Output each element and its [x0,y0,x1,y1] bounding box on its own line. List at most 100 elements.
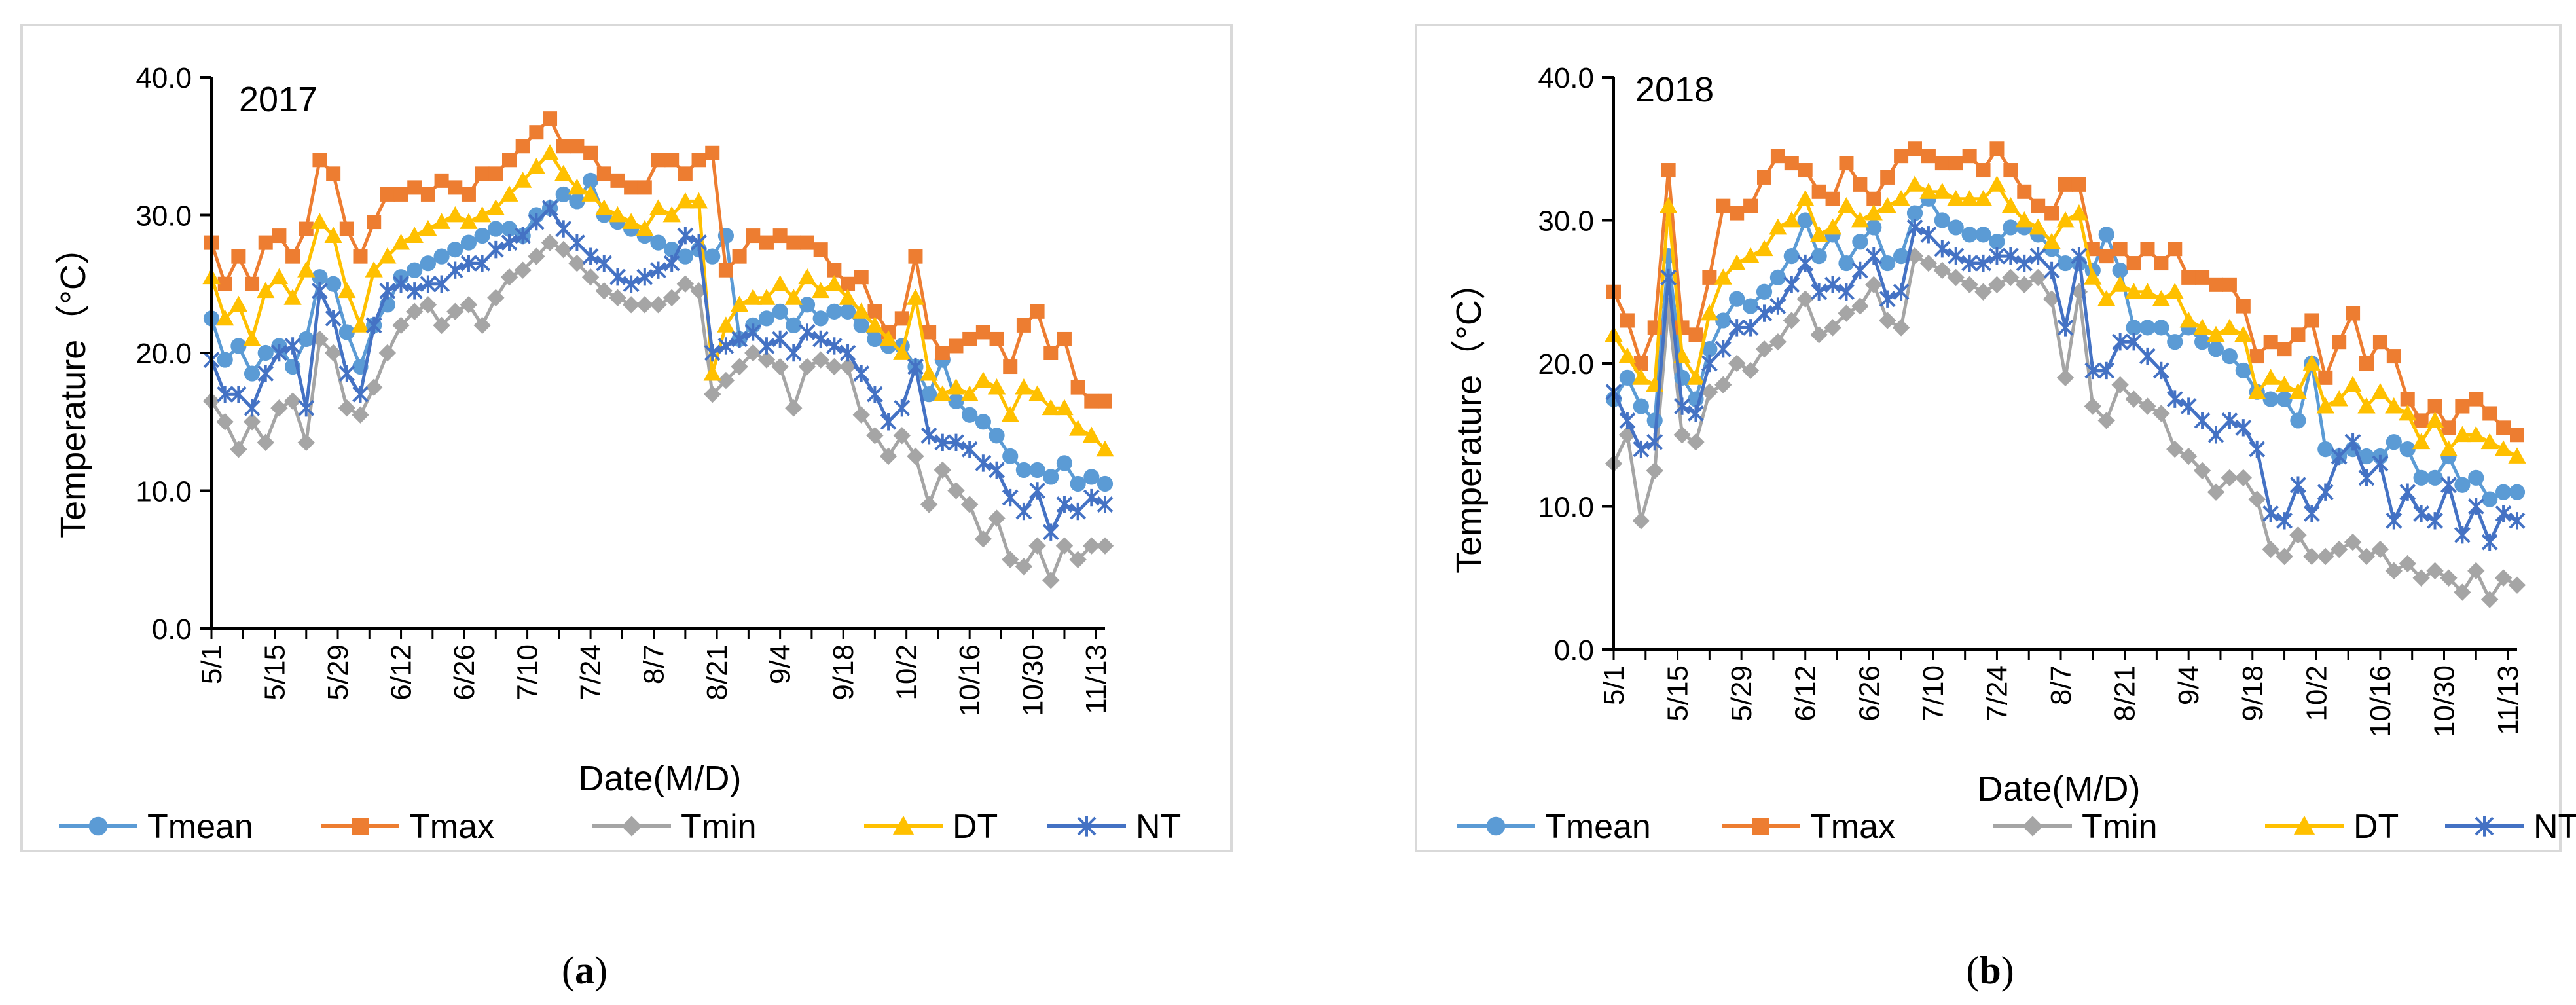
x-tick-label: 5/29 [1726,665,1758,722]
tmean-point [1619,369,1636,386]
nt-point [2372,454,2389,473]
tmax-point [461,187,476,202]
tmin-point [433,316,450,335]
dt-point [2439,440,2458,457]
nt-point [866,385,883,403]
tmean-point [1783,248,1800,265]
tmax-point [2277,342,2292,357]
dt-point [1796,190,1815,206]
nt-point [731,330,748,348]
nt-point [799,323,816,341]
tmean-point [460,234,477,251]
legend-label: Tmean [147,808,253,846]
tmin-point [2022,816,2043,837]
dt-point [893,344,911,360]
dt-point [662,206,681,223]
legend-label: Tmin [681,808,757,846]
tmin-point [460,296,478,314]
tmax-point [2222,277,2237,292]
y-tick-label: 40.0 [1538,62,1594,94]
nt-point [1029,482,1046,500]
x-tick-label: 5/1 [196,644,228,684]
tmin-point [1096,537,1114,555]
dt-point [865,316,884,333]
dt-point [1001,406,1019,422]
tmin-point [893,427,911,445]
tmax-point [1866,191,1881,206]
dt-point [2371,383,2389,399]
nt-point [1056,496,1073,513]
nt-point [1002,488,1019,507]
tmax-point [1716,198,1731,213]
tmin-point [2207,483,2225,501]
tmin-point [230,441,247,458]
dt-point [892,815,915,835]
tmin-point [636,296,654,314]
tmean-point [2399,441,2416,458]
tmean-point [1701,341,1718,357]
dt-point [243,330,261,346]
tmax-point [651,153,666,168]
tmin-point [595,282,613,300]
dt-point [812,282,830,299]
tmin-point [1028,537,1046,555]
dt-point [297,261,316,278]
dt-point [486,199,505,215]
tmax-point [1084,393,1099,409]
legend-label: Tmax [409,808,494,846]
dt-point [920,364,938,381]
tmin-point [1728,354,1746,373]
nt-point [2399,483,2416,501]
x-tick-label: 7/24 [1981,665,2013,722]
year-label: 2017 [239,80,317,119]
dt-point [1042,399,1060,416]
dt-point [879,330,898,346]
nt-point [2276,512,2293,530]
tmax-point [691,153,706,168]
dt-point [2001,197,2020,213]
tmean-point [2167,334,2183,350]
tmean-point [2386,434,2402,450]
tmean-point [407,262,423,278]
tmax-point [2249,349,2264,364]
tmean-point [786,317,802,333]
nt-point [1015,502,1032,521]
tmin-point [649,296,667,314]
dt-point [2412,433,2431,450]
dt-point [2261,369,2280,385]
tmax-point [813,242,828,257]
nt-point [1865,247,1882,265]
nt-point [420,275,437,293]
tmin-point [1002,551,1019,568]
legend-label: Tmean [1545,808,1651,846]
nt-point [989,461,1005,479]
tmin-point [2221,469,2239,486]
dt-point [2425,411,2444,428]
tmin-point [1015,558,1033,576]
tmin-point [2029,268,2047,287]
tmin-point [1673,426,1691,444]
tmax-point [1730,206,1745,221]
x-tick-label: 9/4 [2173,665,2205,705]
x-tick-label: 8/21 [701,644,733,701]
dt-point [730,295,749,312]
nt-point [2126,333,2142,351]
x-tick-label: 9/18 [2237,665,2269,722]
tmean-point [1961,227,1978,243]
tmean-point [447,242,463,258]
nt-point [2495,505,2512,522]
nt-point [284,337,301,355]
tmin-point [324,344,342,362]
nt-point [2331,447,2348,466]
tmin-point [2056,369,2075,387]
tmax-point [2414,413,2429,428]
tmean-point [1633,398,1649,414]
nt-point [1824,276,1841,294]
dt-point [974,371,992,388]
tmean-point [989,428,1005,444]
tmean-point [826,303,843,320]
dt-point [1878,197,1896,213]
nt-point [446,261,463,279]
nt-point [1633,440,1650,458]
tmin-point [554,240,572,259]
